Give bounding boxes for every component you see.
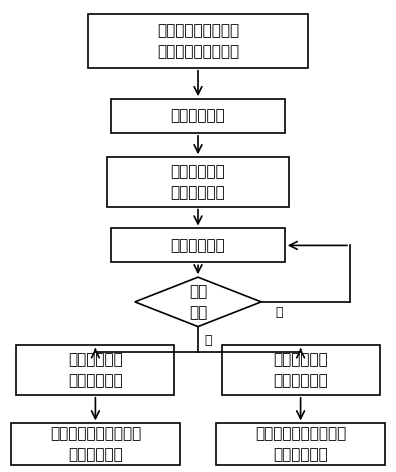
Bar [17,346,174,395]
Text: 否: 否 [275,306,282,319]
Bar [107,157,289,207]
Text: 信号分离后的
前表面干涉图: 信号分离后的 前表面干涉图 [68,352,123,388]
Bar [88,14,308,68]
Text: 是否
收敛: 是否 收敛 [189,284,207,320]
Bar [111,99,285,133]
Text: 优化分离矩阵: 优化分离矩阵 [171,238,225,253]
Text: 时域移相算法处理后得
到前表面面形: 时域移相算法处理后得 到前表面面形 [50,426,141,462]
Text: 是: 是 [204,334,211,347]
Bar [216,423,385,465]
Bar [11,423,180,465]
Polygon shape [135,277,261,327]
Text: 信号分离后的
后表面干涉图: 信号分离后的 后表面干涉图 [273,352,328,388]
Text: 对信号去均值: 对信号去均值 [171,109,225,124]
Bar [222,346,379,395]
Text: 波长调谐激光干涉仪
采集多幅干涉信号图: 波长调谐激光干涉仪 采集多幅干涉信号图 [157,23,239,59]
Text: 对去均值后的
信号进行白化: 对去均值后的 信号进行白化 [171,164,225,200]
Bar [111,228,285,262]
Text: 时域移相算法处理后得
到后表面面形: 时域移相算法处理后得 到后表面面形 [255,426,346,462]
